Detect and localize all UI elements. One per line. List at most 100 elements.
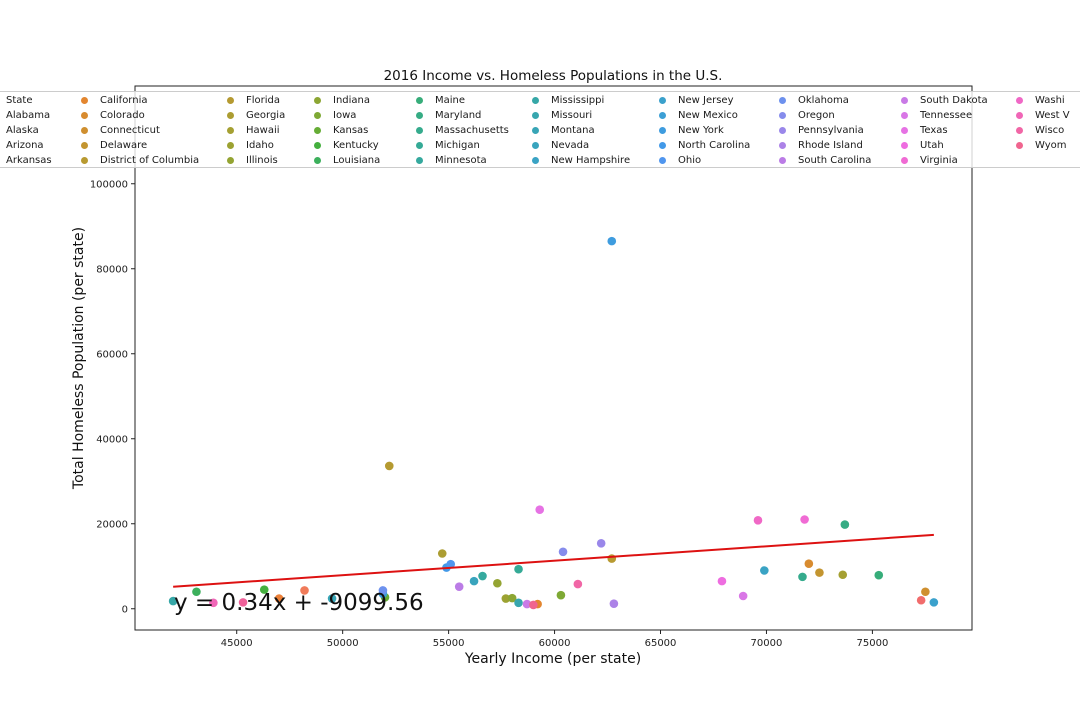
legend-marker [1016,97,1023,104]
legend-marker [416,157,423,164]
legend-label: Michigan [435,140,480,151]
legend-marker [659,97,666,104]
data-point [573,579,583,589]
data-point [514,598,523,608]
data-point [168,596,178,606]
x-axis-label: Yearly Income (per state) [464,651,641,667]
legend-marker [659,157,666,164]
legend-marker [81,142,88,149]
x-tick-label: 45000 [221,638,253,649]
y-tick-label: 0 [122,604,128,615]
legend-label: Arkansas [6,155,52,166]
legend-marker [901,97,908,104]
legend-label: Washi [1035,95,1065,106]
legend-marker [416,112,423,119]
legend-label: Missouri [551,110,593,121]
legend-label: Indiana [333,95,371,106]
legend-label: Minnesota [435,155,487,166]
legend-marker [532,157,539,164]
legend-label: Idaho [246,140,274,151]
data-point [558,547,568,557]
y-tick-label: 20000 [96,519,128,530]
legend-marker [314,97,321,104]
data-point [717,576,727,586]
legend-marker [1016,112,1023,119]
data-point [916,595,926,605]
legend-label: Iowa [333,110,357,121]
data-point [507,593,517,603]
legend-label: Florida [246,95,281,106]
data-point [378,586,388,595]
legend-label: West V [1035,110,1070,121]
x-axis: 45000 50000 55000 60000 65000 70000 75000 [221,630,889,649]
data-point [514,564,523,574]
legend-label: Alaska [6,125,39,136]
data-point [815,568,824,577]
data-point [738,591,748,601]
data-point [454,582,464,591]
legend-label: California [100,95,148,106]
legend-marker [901,127,908,134]
legend-label: Georgia [246,110,286,121]
legend-label: South Carolina [798,155,872,166]
legend-marker [659,112,666,119]
y-axis-label: Total Homeless Population (per state) [71,227,87,490]
legend-marker [227,97,234,104]
legend-label: Hawaii [246,125,280,136]
trendline [173,533,934,588]
legend-marker [659,142,666,149]
legend-marker [901,112,908,119]
legend-marker [314,157,321,164]
data-point [760,566,769,575]
x-tick-label: 70000 [751,638,783,649]
legend-marker [416,127,423,134]
legend-label: Wisco [1035,125,1065,136]
data-point [259,585,269,594]
legend-marker [659,127,666,134]
legend-label: Connecticut [100,125,160,136]
chart-legend: State Alabama Alaska Arizona Arkansas Califor… [0,91,1080,168]
legend-marker [81,127,88,134]
legend-label: New Hampshire [551,155,631,166]
data-point [478,571,487,581]
data-point [929,598,939,607]
legend-marker [779,157,786,164]
data-point [921,587,930,597]
data-point [238,598,248,607]
y-axis: 0 20000 40000 60000 80000 100000 [90,179,135,615]
data-point [753,516,763,525]
data-point [840,520,850,529]
legend-label: Maine [435,95,466,106]
legend-label: Pennsylvania [798,125,864,136]
legend-label: District of Columbia [100,155,200,166]
legend-marker [416,142,423,149]
scatter-points [168,236,939,610]
legend-label: Ohio [678,155,702,166]
legend-marker [779,97,786,104]
legend-marker [314,142,321,149]
legend-marker [314,127,321,134]
legend-marker [532,127,539,134]
legend-marker [227,157,234,164]
data-point [469,576,479,586]
legend-label: Virginia [920,155,958,166]
data-point [529,600,538,610]
legend-label: Massachusetts [435,125,509,136]
data-point [800,515,809,524]
legend-label: Delaware [100,140,148,151]
y-tick-label: 100000 [90,179,128,190]
x-tick-label: 55000 [433,638,465,649]
legend-label: Wyom [1035,140,1067,151]
legend-label: North Carolina [678,140,751,151]
legend-marker [81,97,88,104]
data-point [384,461,394,471]
legend-marker [416,97,423,104]
legend-label: State [6,95,33,106]
legend-label: Oklahoma [798,95,849,106]
legend-label: Mississippi [551,95,605,106]
legend-label: Nevada [551,140,590,151]
legend-label: Maryland [435,110,482,121]
legend-label: Kentucky [333,140,379,151]
x-tick-label: 75000 [857,638,889,649]
